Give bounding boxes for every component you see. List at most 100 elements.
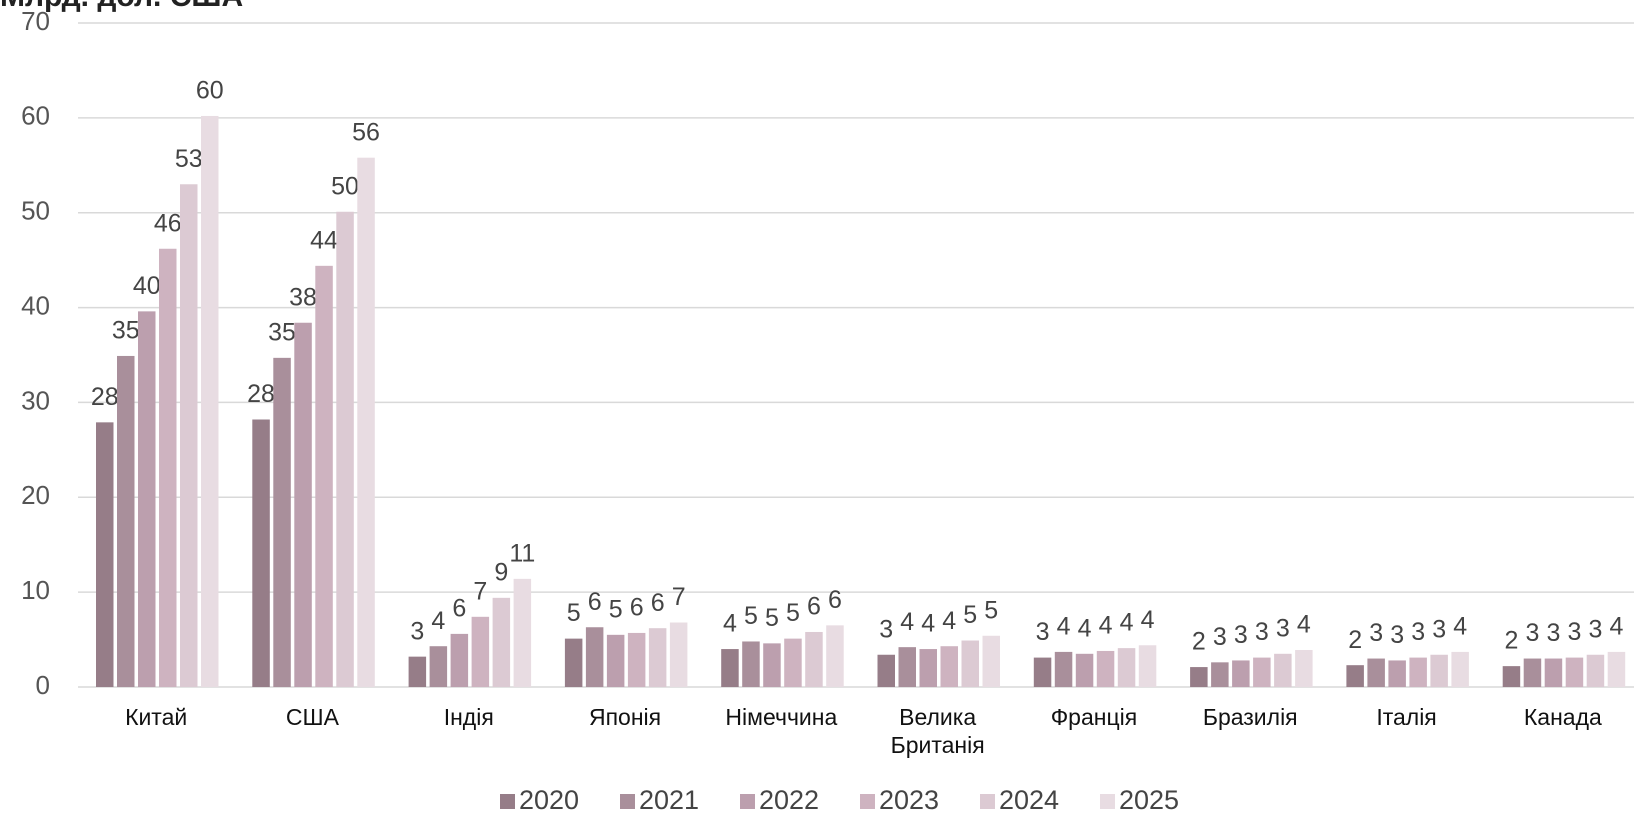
data-label: 7: [672, 583, 686, 611]
bar: [669, 622, 688, 687]
data-label: 40: [133, 272, 161, 300]
x-tick-label: Німеччина: [725, 704, 837, 730]
bar: [564, 638, 583, 687]
bar: [1096, 650, 1115, 687]
legend-swatch: [1100, 794, 1115, 809]
data-label: 9: [494, 558, 508, 586]
data-label: 3: [1546, 619, 1560, 647]
bar: [357, 157, 375, 687]
data-label: 4: [1057, 613, 1071, 641]
legend-label: 2020: [519, 785, 579, 815]
data-label: 4: [1609, 613, 1623, 641]
y-tick-label: 0: [36, 670, 50, 700]
legend-label: 2021: [639, 785, 699, 815]
data-label: 53: [175, 145, 203, 173]
data-label: 5: [609, 595, 623, 623]
legend-label: 2023: [879, 785, 939, 815]
bar: [201, 115, 219, 687]
bar: [408, 656, 427, 687]
data-label: 3: [879, 615, 893, 643]
bar: [1253, 657, 1271, 687]
legend-label: 2022: [759, 785, 819, 815]
bar: [1190, 667, 1208, 687]
bar: [1033, 657, 1052, 687]
bar: [1523, 658, 1542, 687]
bar: [982, 635, 1000, 687]
y-tick-label: 70: [21, 6, 50, 36]
data-label: 28: [247, 380, 275, 408]
data-label: 6: [807, 593, 821, 621]
bar: [96, 422, 114, 687]
data-label: 6: [452, 594, 466, 622]
bar: [450, 633, 469, 687]
x-tick-label: Китай: [125, 704, 187, 730]
bar: [1565, 657, 1584, 687]
bar: [138, 311, 156, 687]
data-label: 35: [268, 318, 296, 346]
data-label: 38: [289, 283, 317, 311]
bar: [1430, 654, 1448, 687]
data-label: 3: [1567, 618, 1581, 646]
y-tick-label: 10: [21, 575, 50, 605]
bar: [513, 578, 532, 687]
bar: [117, 355, 135, 687]
bar: [805, 631, 823, 687]
data-label: 3: [1369, 619, 1383, 647]
bar: [336, 211, 354, 687]
bar: [721, 649, 739, 687]
data-label: 35: [112, 317, 140, 345]
bar: [919, 649, 937, 687]
y-tick-label: 40: [21, 290, 50, 320]
data-label: 4: [1297, 611, 1311, 639]
bar: [1346, 665, 1364, 687]
bar: [1295, 650, 1313, 687]
data-label: 3: [1213, 623, 1227, 651]
bar: [826, 625, 844, 687]
data-label: 4: [1078, 614, 1092, 642]
data-label: 3: [1276, 614, 1290, 642]
data-label: 3: [1255, 618, 1269, 646]
legend-label: 2025: [1119, 785, 1179, 815]
bar: [1451, 651, 1469, 687]
data-label: 5: [963, 601, 977, 629]
x-tick-label: Велика Британія: [891, 704, 985, 758]
bar: [1274, 653, 1292, 687]
data-label: 3: [1411, 618, 1425, 646]
data-label: 6: [630, 594, 644, 622]
chart-title: Млрд. дол. США: [0, 0, 243, 13]
data-label: 2: [1192, 628, 1206, 656]
bar: [471, 616, 490, 687]
bar: [1232, 660, 1250, 687]
bar: [961, 640, 979, 687]
x-tick-label: Японія: [589, 704, 661, 730]
bar: [1544, 658, 1563, 687]
data-label: 6: [828, 586, 842, 614]
y-tick-label: 50: [21, 196, 50, 226]
bar: [877, 654, 895, 687]
data-label: 3: [1588, 615, 1602, 643]
legend-swatch: [860, 794, 875, 809]
bar: [294, 322, 312, 687]
data-label: 11: [509, 539, 535, 567]
data-label: 50: [331, 172, 359, 200]
data-label: 3: [1036, 618, 1050, 646]
data-label: 4: [723, 610, 737, 638]
data-label: 7: [473, 577, 487, 605]
data-label: 4: [942, 607, 956, 635]
legend-swatch: [620, 794, 635, 809]
data-label: 4: [1453, 613, 1467, 641]
bar: [1054, 651, 1073, 687]
data-label: 3: [1390, 621, 1404, 649]
x-tick-label: Канада: [1524, 704, 1602, 730]
bar: [429, 646, 448, 687]
data-label: 28: [91, 383, 119, 411]
data-label: 56: [352, 118, 380, 146]
data-label: 2: [1348, 626, 1362, 654]
data-label: 4: [921, 610, 935, 638]
bar: [763, 643, 781, 687]
bar: [1367, 658, 1385, 687]
bar: [1117, 648, 1136, 687]
data-label: 4: [1141, 606, 1155, 634]
data-label: 5: [744, 602, 758, 630]
